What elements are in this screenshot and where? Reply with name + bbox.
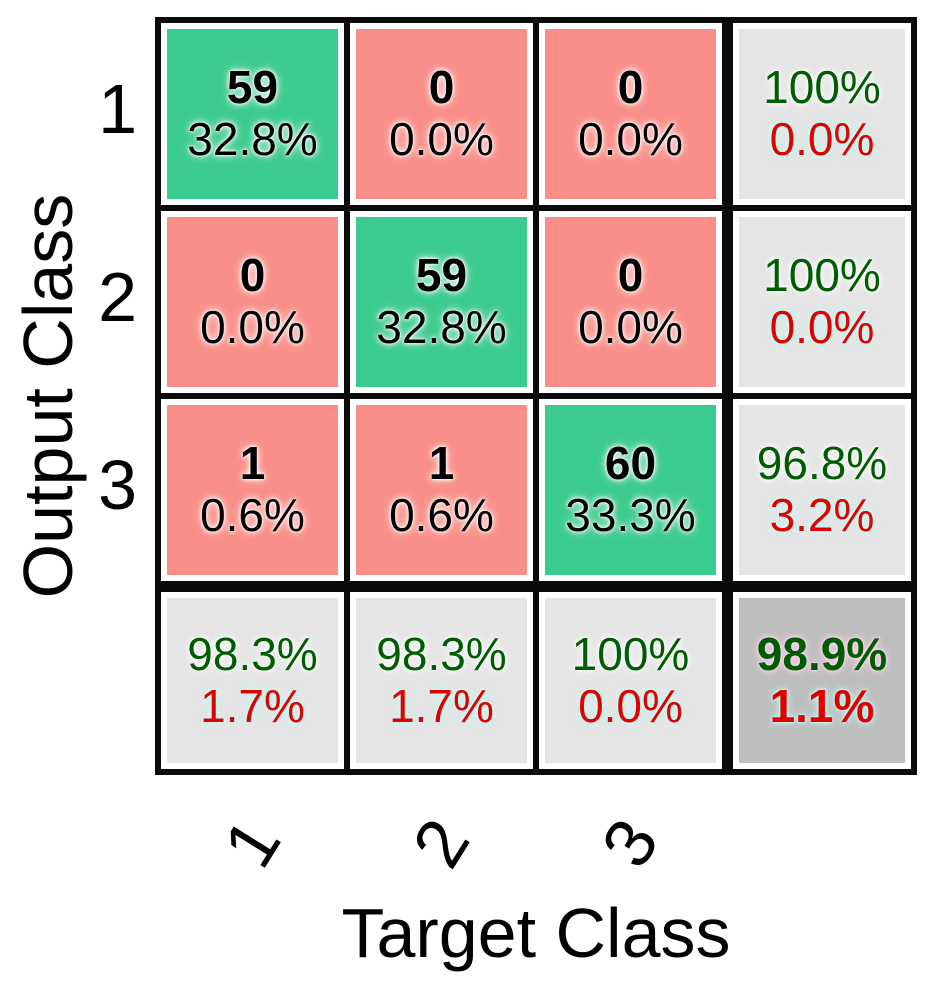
cell-percent: 0.0% [389, 113, 494, 165]
cell-percent: 33.3% [565, 489, 696, 541]
off-diagonal-cell-patch: 0 0.0% [356, 29, 527, 199]
col-summary-cell-3: 100% 0.0% [539, 587, 722, 769]
overall-accuracy-patch: 98.9% 1.1% [739, 598, 905, 763]
matrix-cell-r3c1: 1 0.6% [161, 399, 344, 581]
col-summary-cell-1: 98.3% 1.7% [161, 587, 344, 769]
row-negative-rate: 0.0% [769, 301, 875, 353]
col-positive-rate: 98.3% [187, 627, 318, 680]
overall-accuracy-cell: 98.9% 1.1% [728, 587, 911, 769]
cell-count: 1 [428, 437, 455, 490]
off-diagonal-cell-patch: 1 0.6% [356, 405, 527, 575]
matrix-cell-r1c1: 59 32.8% [161, 23, 344, 205]
col-negative-rate: 1.7% [200, 679, 305, 732]
col-summary-cell-2: 98.3% 1.7% [350, 587, 533, 769]
matrix-cell-r3c3: 60 33.3% [539, 399, 722, 581]
cell-count: 0 [617, 249, 644, 302]
row-summary-patch: 96.8% 3.2% [739, 405, 905, 575]
cell-percent: 0.0% [578, 113, 683, 165]
col-summary-patch: 100% 0.0% [545, 598, 716, 763]
cell-percent: 0.6% [200, 489, 305, 541]
matrix-cell-r3c2: 1 0.6% [350, 399, 533, 581]
matrix-cell-r2c2: 59 32.8% [350, 211, 533, 393]
off-diagonal-cell-patch: 0 0.0% [167, 217, 338, 387]
off-diagonal-cell-patch: 0 0.0% [545, 217, 716, 387]
cell-count: 60 [604, 437, 657, 490]
y-tick-2: 2 [98, 258, 137, 336]
x-tick-3: 3 [586, 805, 674, 881]
row-positive-rate: 100% [763, 249, 881, 302]
x-tick-1: 1 [208, 805, 296, 881]
x-tick-2: 2 [397, 805, 485, 881]
col-summary-patch: 98.3% 1.7% [167, 598, 338, 763]
confusion-matrix-grid: 59 32.8% 0 0.0% 0 0.0% 100% 0.0% 0 0.0% 59 32.8% 0 0.… [155, 17, 917, 775]
cell-percent: 0.0% [578, 301, 683, 353]
row-positive-rate: 96.8% [756, 437, 888, 490]
diagonal-cell-patch: 59 32.8% [356, 217, 527, 387]
off-diagonal-cell-patch: 1 0.6% [167, 405, 338, 575]
row-negative-rate: 3.2% [769, 489, 875, 541]
row-summary-cell-2: 100% 0.0% [728, 211, 911, 393]
diagonal-cell-patch: 60 33.3% [545, 405, 716, 575]
matrix-cell-r1c3: 0 0.0% [539, 23, 722, 205]
matrix-cell-r2c3: 0 0.0% [539, 211, 722, 393]
cell-percent: 32.8% [376, 301, 507, 353]
col-positive-rate: 100% [571, 627, 690, 680]
x-axis-label: Target Class [341, 894, 731, 972]
col-positive-rate: 98.3% [376, 627, 507, 680]
row-summary-cell-1: 100% 0.0% [728, 23, 911, 205]
cell-count: 0 [428, 61, 455, 114]
row-summary-cell-3: 96.8% 3.2% [728, 399, 911, 581]
row-summary-patch: 100% 0.0% [739, 29, 905, 199]
off-diagonal-cell-patch: 0 0.0% [545, 29, 716, 199]
cell-count: 1 [239, 437, 266, 490]
col-negative-rate: 1.7% [389, 679, 494, 732]
cell-percent: 0.0% [200, 301, 305, 353]
matrix-cell-r2c1: 0 0.0% [161, 211, 344, 393]
cell-count: 0 [239, 249, 266, 302]
col-negative-rate: 0.0% [578, 679, 683, 732]
col-summary-patch: 98.3% 1.7% [356, 598, 527, 763]
matrix-cell-r1c2: 0 0.0% [350, 23, 533, 205]
row-positive-rate: 100% [763, 61, 881, 114]
y-axis-label: Output Class [9, 193, 87, 599]
cell-count: 59 [226, 61, 279, 114]
row-summary-patch: 100% 0.0% [739, 217, 905, 387]
row-negative-rate: 0.0% [769, 113, 875, 165]
overall-error: 1.1% [769, 679, 875, 732]
cell-percent: 32.8% [187, 113, 318, 165]
cell-percent: 0.6% [389, 489, 494, 541]
overall-accuracy: 98.9% [756, 627, 888, 680]
cell-count: 0 [617, 61, 644, 114]
cell-count: 59 [415, 249, 468, 302]
diagonal-cell-patch: 59 32.8% [167, 29, 338, 199]
y-tick-3: 3 [98, 446, 137, 524]
y-tick-1: 1 [98, 70, 137, 148]
